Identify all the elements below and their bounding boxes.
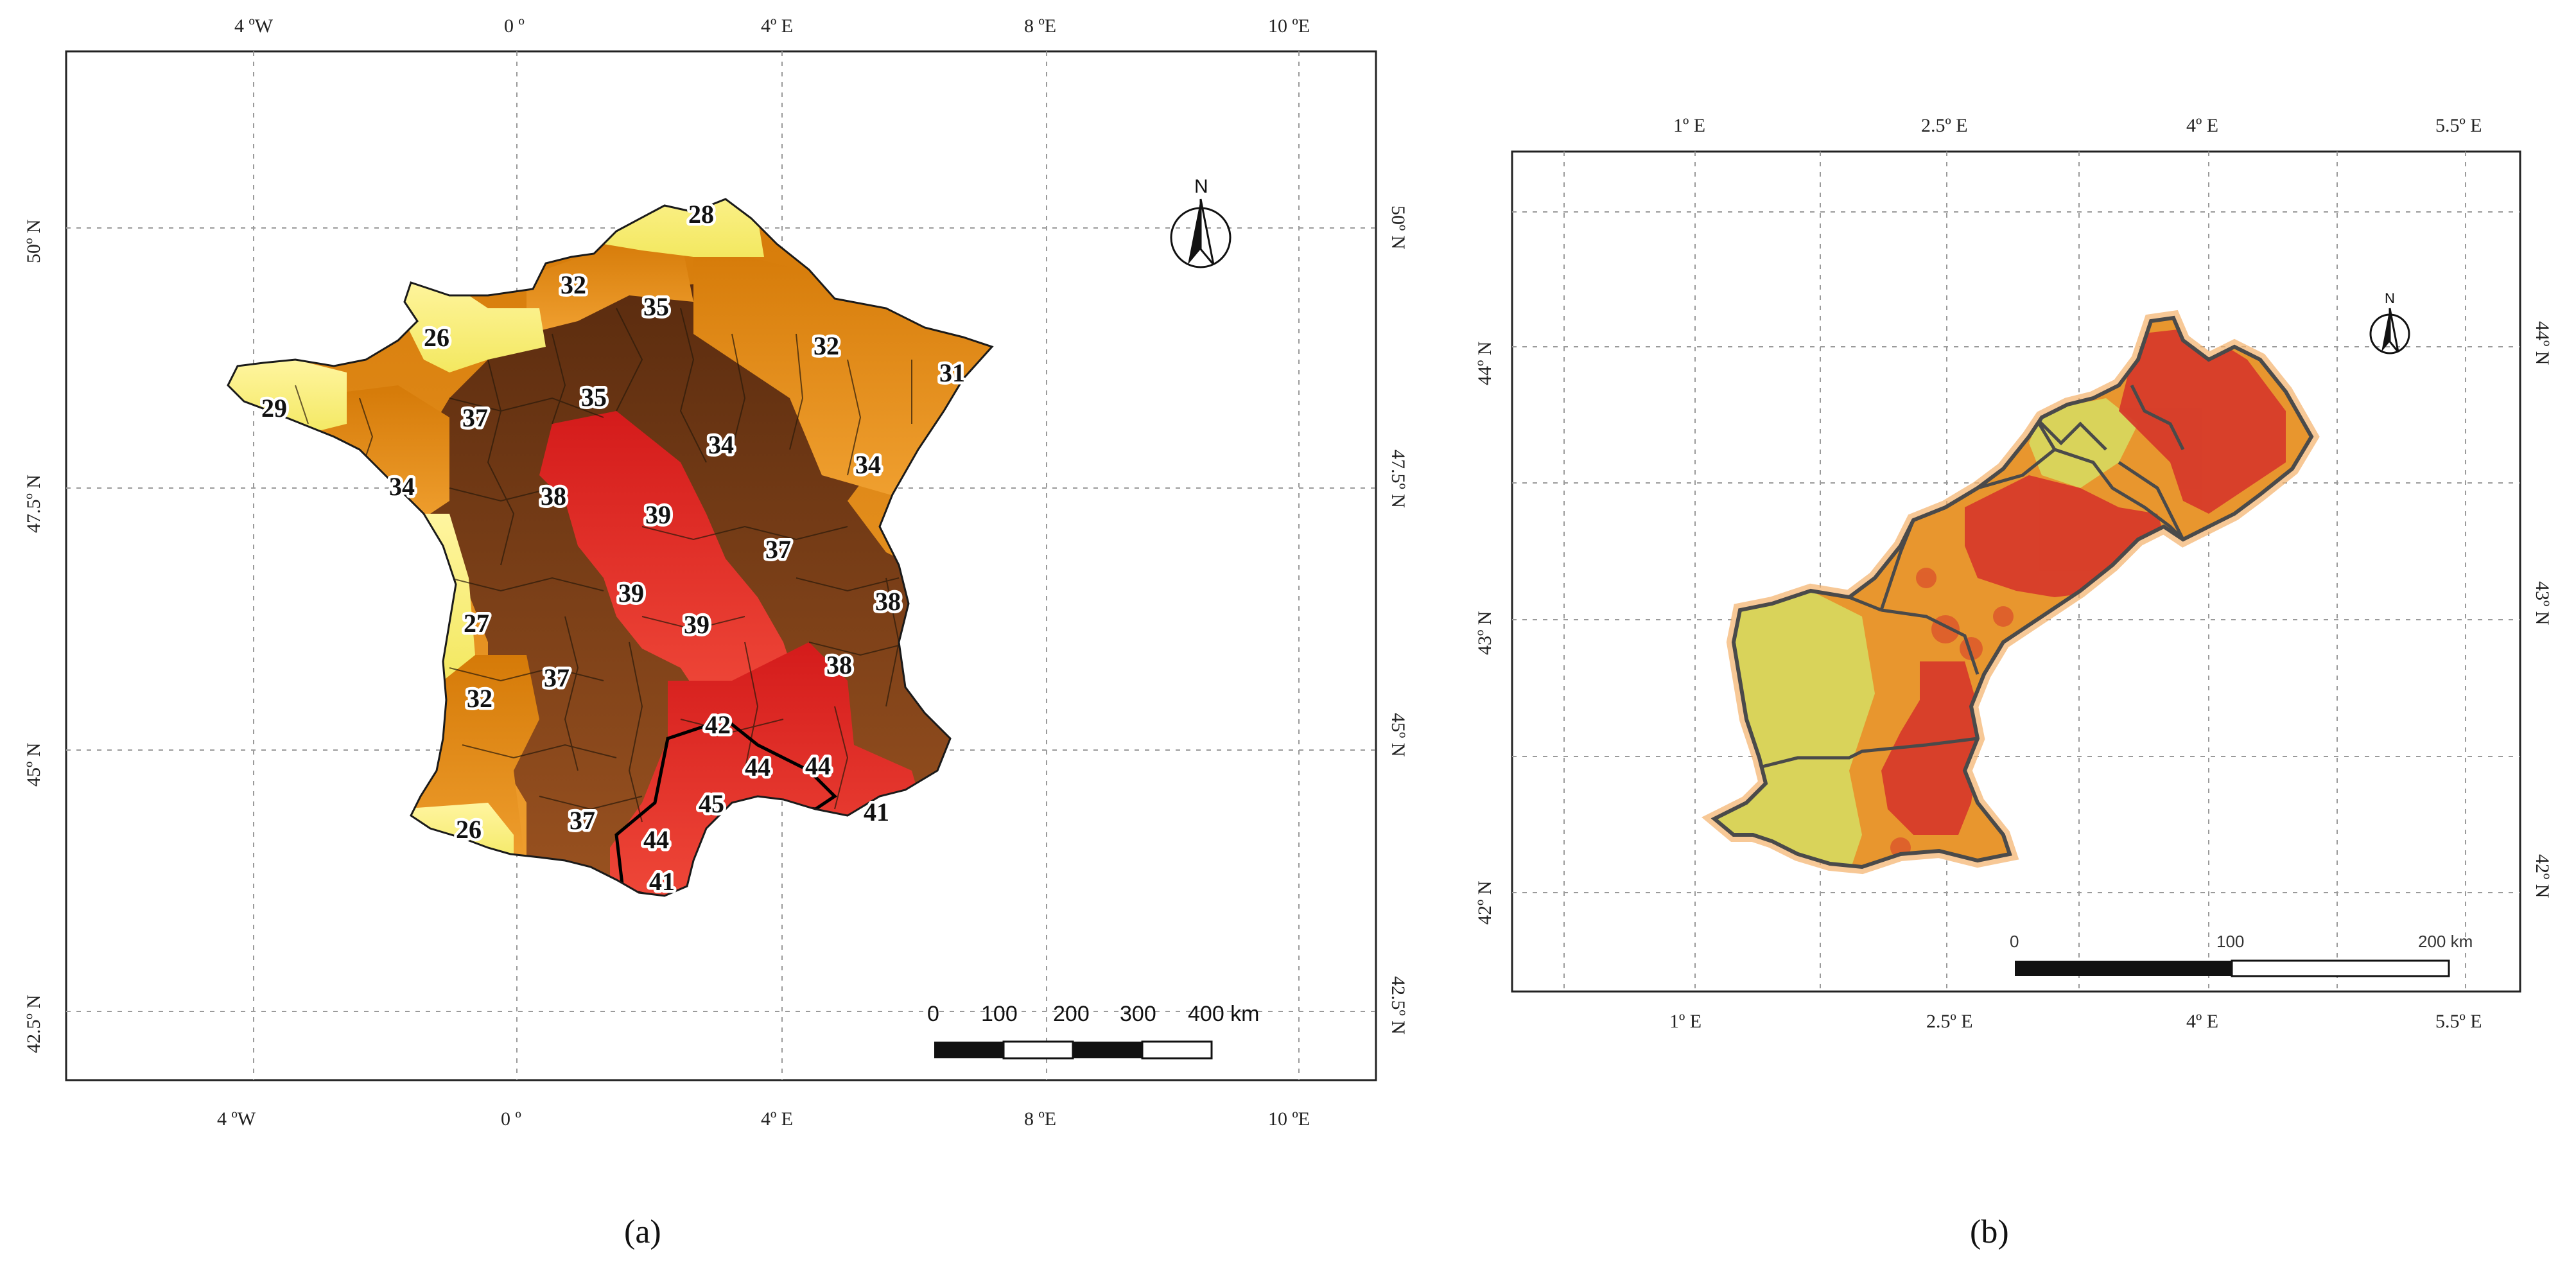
scale-label-b-2: 200 km: [2418, 932, 2473, 951]
zone-red-rhone: [610, 642, 925, 896]
department-value-label: 26: [456, 815, 482, 844]
department-value-label: 41: [864, 798, 889, 826]
lon-ticks-top-b: 1º E 2.5º E 4º E 5.5º E: [1673, 115, 2482, 136]
department-value-label: 38: [826, 651, 852, 679]
scale-label-a-0: 0: [927, 1002, 939, 1026]
department-value-label: 41: [649, 867, 675, 896]
department-value-label: 42: [705, 710, 731, 739]
svg-text:0 º: 0 º: [504, 15, 525, 37]
svg-text:0 º: 0 º: [501, 1108, 521, 1130]
svg-text:43º N: 43º N: [2532, 581, 2553, 625]
department-value-label: 45: [699, 789, 724, 818]
svg-text:45º N: 45º N: [1388, 713, 1409, 756]
department-value-label: 26: [424, 323, 449, 352]
svg-text:47.5º N: 47.5º N: [23, 475, 44, 533]
svg-text:44º N: 44º N: [2532, 321, 2553, 365]
scale-bar-a: 0 100 200 300 400 km: [927, 1002, 1260, 1060]
department-value-label: 35: [581, 383, 607, 412]
svg-text:4º E: 4º E: [2186, 115, 2218, 136]
svg-text:1º E: 1º E: [1673, 115, 1705, 136]
svg-text:4º E: 4º E: [2186, 1011, 2218, 1032]
svg-text:42º N: 42º N: [2532, 854, 2553, 898]
department-value-label: 39: [684, 610, 709, 639]
svg-text:42.5º N: 42.5º N: [23, 995, 44, 1053]
svg-text:2.5º E: 2.5º E: [1926, 1011, 1973, 1032]
department-value-label: 44: [745, 753, 770, 782]
department-value-label: 37: [765, 535, 791, 564]
scale-label-a-1: 100: [981, 1002, 1018, 1026]
lat-ticks-left-a: 50º N 47.5º N 45º N 42.5º N: [23, 220, 44, 1053]
svg-text:5.5º E: 5.5º E: [2435, 115, 2482, 136]
department-value-label: 37: [544, 663, 570, 692]
lon-ticks-bottom-a: 4 ºW 0 º 4º E 8 ºE 10 ºE: [217, 1108, 1310, 1130]
department-value-label: 27: [464, 609, 489, 638]
zone-yellow-normandy: [398, 276, 546, 372]
north-arrow-a: N: [1170, 176, 1231, 268]
department-value-label: 44: [643, 825, 669, 854]
svg-text:1º E: 1º E: [1669, 1011, 1701, 1032]
department-value-label: 32: [561, 270, 586, 299]
zone-orange-n: [527, 238, 693, 334]
svg-text:42.5º N: 42.5º N: [1388, 976, 1409, 1035]
scale-bar-b: 0 100 200 km: [2010, 932, 2473, 977]
svg-text:4º E: 4º E: [761, 1108, 793, 1130]
department-value-label: 34: [389, 472, 415, 501]
svg-text:44º N: 44º N: [1474, 342, 1495, 385]
caption-a: (a): [624, 1214, 661, 1250]
svg-text:50º N: 50º N: [23, 220, 44, 263]
lat-ticks-left-b: 44º N 43º N 42º N: [1474, 342, 1495, 925]
svg-text:47.5º N: 47.5º N: [1388, 450, 1409, 508]
zone-orange-ne: [693, 244, 992, 501]
svg-text:4 ºW: 4 ºW: [234, 15, 274, 37]
department-boundaries: [295, 308, 912, 823]
lon-ticks-bottom-b: 1º E 2.5º E 4º E 5.5º E: [1669, 1011, 2482, 1032]
department-value-label: 31: [939, 358, 965, 387]
svg-text:4º E: 4º E: [761, 15, 793, 37]
svg-text:43º N: 43º N: [1474, 611, 1495, 655]
panel-b: N 0 100 200 km 1º E 2.5º E 4º E 5.5º E 1…: [1474, 115, 2553, 1250]
north-label-a: N: [1194, 176, 1208, 197]
department-value-label: 32: [814, 331, 839, 360]
department-value-label: 29: [261, 394, 287, 423]
lat-ticks-right-b: 44º N 43º N 42º N: [2532, 321, 2553, 898]
department-value-label: 39: [618, 579, 644, 607]
svg-text:50º N: 50º N: [1388, 205, 1409, 249]
department-value-label: 38: [541, 482, 566, 511]
zone-red-centre: [539, 411, 796, 719]
scale-label-b-0: 0: [2010, 932, 2019, 951]
lon-ticks-top-a: 4 ºW 0 º 4º E 8 ºE 10 ºE: [234, 15, 1310, 37]
svg-text:2.5º E: 2.5º E: [1921, 115, 1968, 136]
department-value-label: 34: [708, 430, 734, 459]
svg-text:8 ºE: 8 ºE: [1024, 15, 1056, 37]
department-value-label: 37: [570, 806, 595, 835]
north-arrow-b: N: [2369, 290, 2410, 354]
department-value-label: 32: [467, 684, 492, 713]
svg-text:8 ºE: 8 ºE: [1024, 1108, 1056, 1130]
panel-a: 28 32 35 26 32 31 29 37 35 34 34 34 38 39 37 39 39 38 27 37…: [23, 15, 1409, 1250]
department-value-label: 34: [855, 450, 881, 479]
department-value-label: 44: [805, 751, 831, 780]
department-value-label: 28: [688, 200, 714, 229]
north-label-b: N: [2385, 290, 2395, 306]
svg-text:45º N: 45º N: [23, 743, 44, 787]
caption-b: (b): [1970, 1214, 2009, 1250]
svg-text:42º N: 42º N: [1474, 881, 1495, 925]
svg-text:10 ºE: 10 ºE: [1268, 1108, 1310, 1130]
svg-text:10 ºE: 10 ºE: [1268, 15, 1310, 37]
scale-label-a-2: 200: [1053, 1002, 1090, 1026]
svg-text:5.5º E: 5.5º E: [2435, 1011, 2482, 1032]
scale-label-a-3: 300: [1120, 1002, 1156, 1026]
scale-label-a-4: 400 km: [1188, 1002, 1260, 1026]
department-value-label: 39: [645, 500, 671, 529]
department-value-label: 35: [643, 292, 669, 321]
zone-olive-north: [2029, 398, 2138, 488]
department-value-label: 37: [462, 403, 488, 432]
department-labels: 28 32 35 26 32 31 29 37 35 34 34 34 38 39 37 39 39 38 27 37…: [259, 197, 968, 899]
svg-text:4 ºW: 4 ºW: [217, 1108, 256, 1130]
department-value-label: 38: [875, 587, 901, 616]
scale-label-b-1: 100: [2216, 932, 2244, 951]
lat-ticks-right-a: 50º N 47.5º N 45º N 42.5º N: [1388, 205, 1409, 1035]
